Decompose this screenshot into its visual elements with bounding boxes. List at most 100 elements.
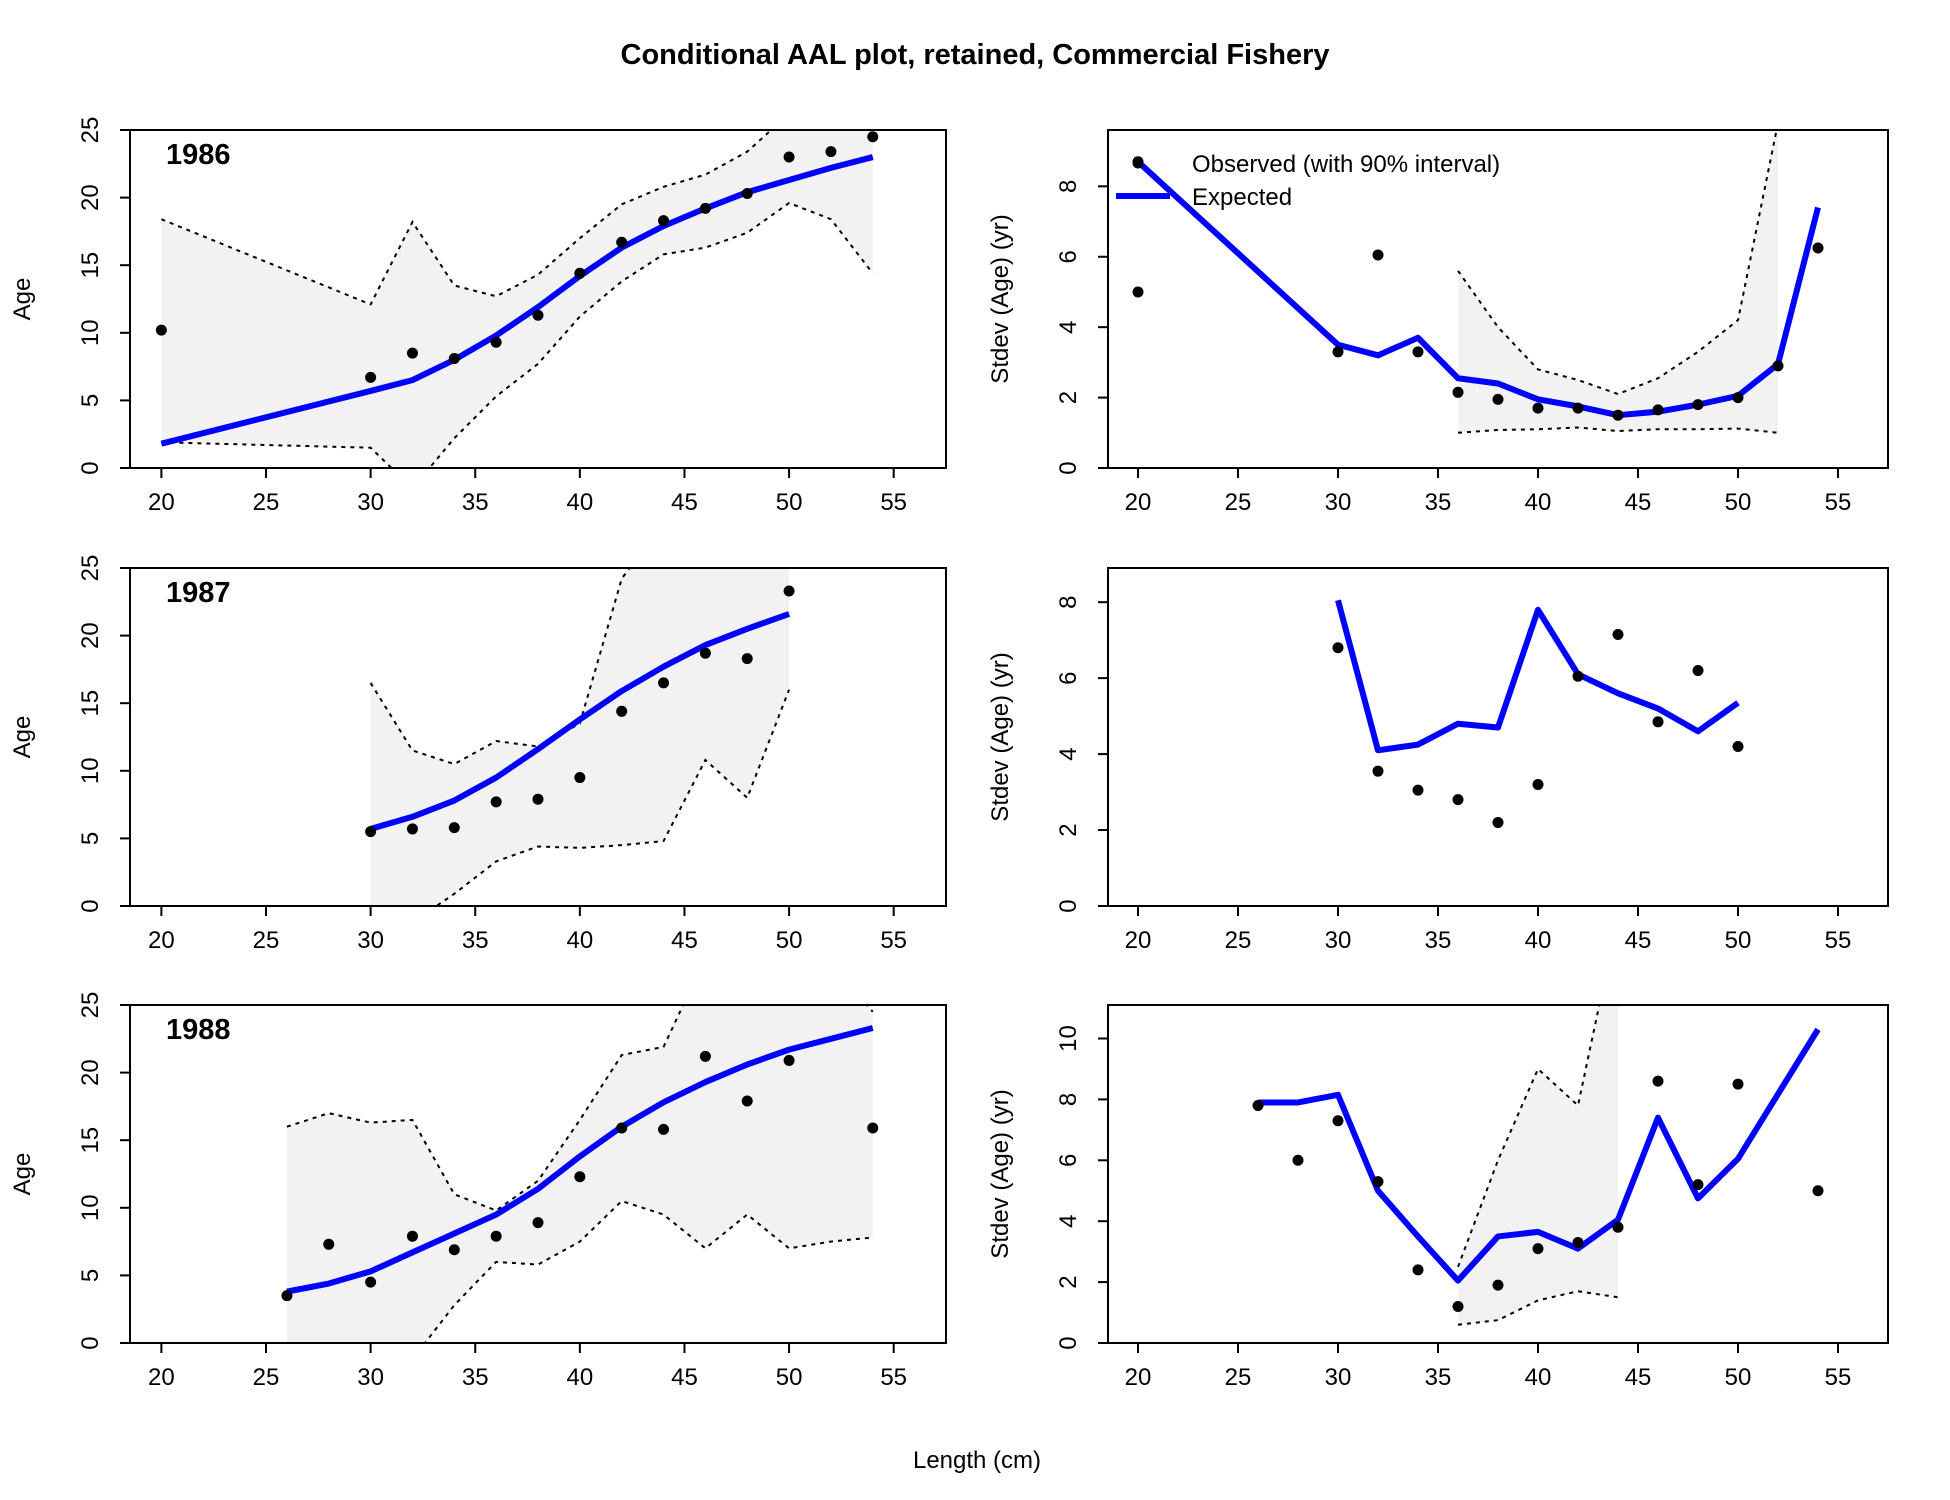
y-tick-label: 4	[1055, 747, 1082, 760]
year-label: 1988	[166, 1014, 231, 1046]
interval-upper-line	[1457, 1005, 1601, 1268]
observed-point	[1772, 360, 1784, 372]
y-axis-title: Stdev (Age) (yr)	[987, 652, 1014, 821]
legend-observed-label: Observed (with 90% interval)	[1192, 151, 1500, 178]
observed-point	[1332, 1115, 1344, 1127]
y-tick-label: 4	[1055, 1215, 1082, 1228]
panel-mean-1986: 20 25 30 35 40 45 50 55 0 5 10 15 20 25 Age 1986	[9, 117, 947, 516]
y-tick-label: 15	[77, 690, 104, 717]
x-tick-label: 50	[1725, 927, 1752, 954]
x-tick-label: 35	[462, 489, 489, 516]
observed-point	[1732, 392, 1744, 404]
x-tick-label: 35	[1425, 927, 1452, 954]
observed-point	[616, 1122, 628, 1134]
x-tick-label: 50	[1725, 489, 1752, 516]
interval-band	[1458, 1005, 1618, 1325]
observed-point	[1692, 1179, 1704, 1191]
x-tick-label: 35	[1425, 1364, 1452, 1391]
plot-area	[1132, 130, 1824, 434]
y-tick-label: 15	[77, 1127, 104, 1154]
y-tick-label: 0	[77, 461, 104, 474]
plot-frame	[1107, 1004, 1889, 1344]
main-title: Conditional AAL plot, retained, Commerci…	[621, 39, 1330, 71]
x-axis-title: Length (cm)	[913, 1447, 1041, 1474]
observed-point	[574, 1171, 586, 1183]
observed-point	[1612, 409, 1624, 421]
observed-point	[1652, 716, 1664, 728]
interval-band	[286, 1005, 873, 1343]
x-tick-label: 20	[148, 489, 175, 516]
y-tick-label: 10	[1055, 1025, 1082, 1052]
x-tick-label: 55	[880, 489, 907, 516]
x-tick-label: 35	[1425, 489, 1452, 516]
observed-point	[365, 826, 377, 838]
panel-stdev-1986: 20 25 30 35 40 45 50 55 0 2 4 6 8 Stdev (Age) (yr)	[987, 129, 1889, 516]
observed-point	[1412, 346, 1424, 358]
x-tick-label: 45	[1625, 927, 1652, 954]
observed-point	[155, 324, 167, 336]
y-tick-label: 8	[1055, 1093, 1082, 1106]
plot-frame	[129, 567, 947, 907]
observed-point	[1492, 816, 1504, 828]
y-tick-label: 10	[77, 319, 104, 346]
panel-stdev-1987: 20 25 30 35 40 45 50 55 0 2 4 6 8 Stdev (Age) (yr)	[987, 567, 1889, 954]
expected-line	[1258, 1027, 1821, 1284]
interval-band	[161, 130, 873, 468]
observed-point	[1292, 1154, 1304, 1166]
y-tick-label: 20	[77, 622, 104, 649]
observed-point	[1812, 242, 1824, 254]
observed-point	[365, 1276, 377, 1288]
x-tick-label: 30	[1325, 489, 1352, 516]
observed-point	[1612, 628, 1624, 640]
x-tick-label: 25	[1225, 1364, 1252, 1391]
observed-point	[1452, 1300, 1464, 1312]
observed-point	[1452, 386, 1464, 398]
x-tick-label: 25	[1225, 489, 1252, 516]
observed-point	[1652, 1075, 1664, 1087]
x-tick-label: 30	[357, 1364, 384, 1391]
x-tick-label: 40	[1525, 927, 1552, 954]
y-tick-label: 6	[1055, 1154, 1082, 1167]
x-tick-label: 55	[880, 1364, 907, 1391]
x-tick-label: 45	[671, 927, 698, 954]
plot-area	[1332, 599, 1744, 828]
legend-expected-label: Expected	[1192, 184, 1292, 211]
observed-point	[825, 146, 837, 158]
x-tick-label: 25	[253, 1364, 280, 1391]
x-tick-label: 55	[1825, 927, 1852, 954]
panel-mean-1987: 20 25 30 35 40 45 50 55 0 5 10 15 20 25 Age 1987	[9, 555, 947, 954]
y-tick-label: 6	[1055, 250, 1082, 263]
x-tick-label: 40	[566, 927, 593, 954]
legend: Observed (with 90% interval) Expected	[1116, 151, 1500, 211]
interval-upper-line	[161, 130, 773, 306]
plot-frame	[1107, 129, 1889, 469]
observed-point	[616, 705, 628, 717]
plot-area	[155, 130, 879, 468]
x-tick-label: 20	[1125, 927, 1152, 954]
y-tick-label: 10	[77, 1194, 104, 1221]
y-tick-label: 0	[1055, 1336, 1082, 1349]
expected-line	[369, 611, 791, 832]
observed-point	[1612, 1221, 1624, 1233]
interval-lower-line	[423, 1199, 873, 1343]
x-tick-label: 20	[1125, 489, 1152, 516]
observed-point	[1412, 784, 1424, 796]
observed-point	[1372, 765, 1384, 777]
plot-area	[281, 1005, 879, 1343]
x-tick-label: 20	[148, 1364, 175, 1391]
y-axis-title: Stdev (Age) (yr)	[987, 1089, 1014, 1258]
y-tick-label: 0	[1055, 899, 1082, 912]
y-axis-title: Stdev (Age) (yr)	[987, 214, 1014, 383]
observed-point	[658, 677, 670, 689]
observed-point	[448, 1244, 460, 1256]
observed-point	[1732, 740, 1744, 752]
observed-point	[1452, 794, 1464, 806]
year-label: 1986	[166, 139, 231, 171]
x-tick-label: 45	[1625, 489, 1652, 516]
observed-point	[532, 793, 544, 805]
y-tick-label: 10	[77, 757, 104, 784]
y-tick-label: 5	[77, 832, 104, 845]
expected-line	[1335, 599, 1740, 754]
x-tick-label: 55	[1825, 489, 1852, 516]
